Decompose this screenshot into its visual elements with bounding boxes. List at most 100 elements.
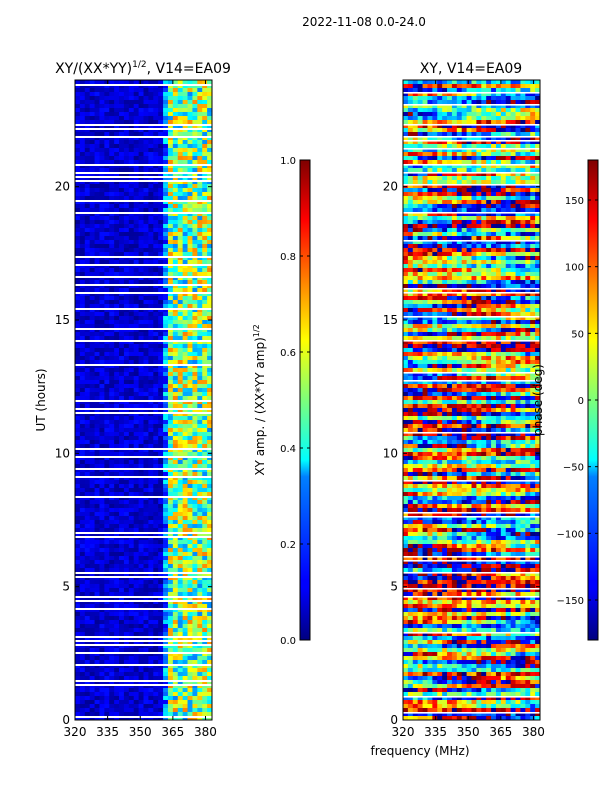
left-heatmap-cell <box>139 404 144 408</box>
left-heatmap-cell <box>173 512 178 516</box>
left-heatmap-cell <box>158 184 163 188</box>
left-heatmap-cell <box>197 676 202 680</box>
left-heatmap-cell <box>129 368 134 372</box>
left-heatmap-cell <box>129 120 134 124</box>
left-heatmap-cell <box>173 288 178 292</box>
right-heatmap-cell <box>486 96 491 100</box>
left-heatmap-cell <box>197 612 202 616</box>
left-heatmap-cell <box>99 584 104 588</box>
left-heatmap-cell <box>153 248 158 252</box>
left-heatmap-cell <box>99 160 104 164</box>
left-heatmap-cell <box>114 372 119 376</box>
left-heatmap-cell <box>202 620 207 624</box>
right-heatmap-cell <box>418 96 423 100</box>
left-heatmap-cell <box>168 472 173 476</box>
left-heatmap-cell <box>197 480 202 484</box>
left-heatmap-cell <box>119 280 124 284</box>
left-heatmap-cell <box>124 324 129 328</box>
left-heatmap-cell <box>163 104 168 108</box>
left-heatmap-cell <box>192 192 197 196</box>
left-heatmap-cell <box>119 484 124 488</box>
left-heatmap-cell <box>178 280 183 284</box>
left-heatmap-cell <box>192 324 197 328</box>
left-heatmap-cell <box>109 500 114 504</box>
left-heatmap-cell <box>183 168 188 172</box>
left-heatmap-cell <box>168 660 173 664</box>
left-heatmap-cell <box>95 420 100 424</box>
left-heatmap-cell <box>99 112 104 116</box>
left-heatmap-cell <box>129 344 134 348</box>
left-heatmap-cell <box>192 348 197 352</box>
left-heatmap-cell <box>168 244 173 248</box>
left-heatmap-cell <box>114 492 119 496</box>
left-heatmap-cell <box>144 204 149 208</box>
right-heatmap-cell <box>491 88 496 92</box>
left-heatmap-cell <box>178 216 183 220</box>
left-heatmap-cell <box>134 316 139 320</box>
right-heatmap-cell <box>452 84 457 88</box>
left-heatmap-cell <box>129 700 134 704</box>
left-heatmap-cell <box>114 260 119 264</box>
left-heatmap-cell <box>80 188 85 192</box>
right-heatmap-cell <box>437 100 442 104</box>
left-heatmap-cell <box>163 96 168 100</box>
left-heatmap-cell <box>114 216 119 220</box>
left-heatmap-cell <box>134 216 139 220</box>
left-heatmap-cell <box>188 568 193 572</box>
left-heatmap-cell <box>124 356 129 360</box>
left-heatmap-cell <box>129 624 134 628</box>
left-heatmap-cell <box>134 628 139 632</box>
left-heatmap-cell <box>173 484 178 488</box>
left-heatmap-cell <box>183 296 188 300</box>
left-heatmap-cell <box>148 516 153 520</box>
left-heatmap-cell <box>90 196 95 200</box>
left-heatmap-cell <box>80 220 85 224</box>
left-heatmap-cell <box>197 584 202 588</box>
left-heatmap-cell <box>99 396 104 400</box>
left-heatmap-cell <box>173 568 178 572</box>
left-heatmap-cell <box>202 316 207 320</box>
left-heatmap-cell <box>99 156 104 160</box>
left-heatmap-cell <box>148 688 153 692</box>
left-heatmap-cell <box>80 248 85 252</box>
left-heatmap-cell <box>144 504 149 508</box>
left-heatmap-cell <box>168 568 173 572</box>
left-heatmap-cell <box>95 480 100 484</box>
left-heatmap-cell <box>188 192 193 196</box>
left-heatmap-cell <box>80 184 85 188</box>
left-heatmap-cell <box>99 540 104 544</box>
left-heatmap-cell <box>75 260 80 264</box>
left-heatmap-cell <box>153 540 158 544</box>
left-heatmap-cell <box>158 80 163 84</box>
left-heatmap-cell <box>104 584 109 588</box>
left-heatmap-cell <box>139 96 144 100</box>
left-heatmap-cell <box>95 216 100 220</box>
left-heatmap-cell <box>148 428 153 432</box>
left-heatmap-cell <box>178 648 183 652</box>
left-heatmap-cell <box>119 316 124 320</box>
left-heatmap-cell <box>158 428 163 432</box>
left-heatmap-cell <box>109 512 114 516</box>
left-heatmap-cell <box>109 452 114 456</box>
left-heatmap-cell <box>95 268 100 272</box>
left-heatmap-cell <box>134 260 139 264</box>
left-heatmap-cell <box>134 344 139 348</box>
left-heatmap-cell <box>114 528 119 532</box>
right-heatmap-cell <box>408 120 413 124</box>
left-heatmap-cell <box>168 628 173 632</box>
left-heatmap-cell <box>99 620 104 624</box>
left-heatmap-cell <box>99 520 104 524</box>
left-heatmap-cell <box>188 560 193 564</box>
left-heatmap-cell <box>197 696 202 700</box>
left-heatmap-cell <box>119 580 124 584</box>
left-heatmap-cell <box>139 300 144 304</box>
left-heatmap-cell <box>192 392 197 396</box>
left-heatmap-cell <box>197 352 202 356</box>
left-heatmap-cell <box>104 112 109 116</box>
left-heatmap-cell <box>158 440 163 444</box>
left-heatmap-cell <box>129 100 134 104</box>
left-heatmap-cell <box>129 160 134 164</box>
left-heatmap-cell <box>119 384 124 388</box>
left-heatmap-cell <box>188 240 193 244</box>
left-heatmap-cell <box>139 416 144 420</box>
